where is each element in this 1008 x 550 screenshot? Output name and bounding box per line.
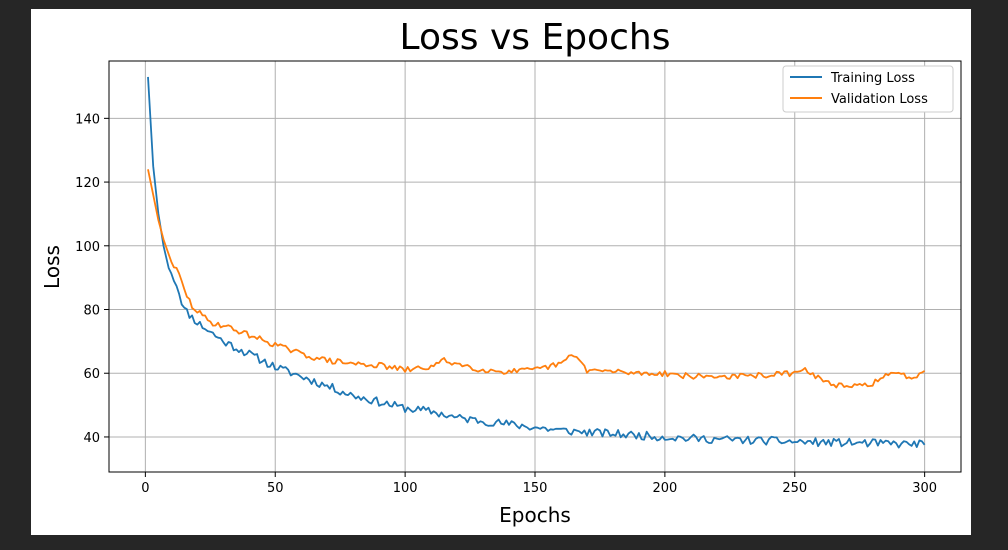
chart-title: Loss vs Epochs: [400, 17, 671, 58]
legend-box: [782, 65, 954, 113]
series-line-training: [147, 76, 926, 449]
legend-label-validation: Validation Loss: [831, 92, 928, 107]
figure: 0 50 100 150 200 250 300 40 60 80 100 120 140 Loss …: [31, 9, 971, 535]
x-axis-ticks: 0 50 100 150 200 250 300: [141, 472, 937, 496]
y-tick-label: 140: [75, 112, 100, 127]
y-tick-label: 40: [83, 431, 100, 446]
y-axis-label: Loss: [40, 245, 64, 289]
legend: Training Loss Validation Loss: [782, 65, 954, 113]
x-tick-label: 0: [141, 481, 149, 496]
x-axis-label: Epochs: [499, 503, 571, 527]
y-tick-label: 80: [83, 304, 100, 319]
x-tick-label: 150: [523, 481, 548, 496]
y-tick-label: 60: [83, 367, 100, 382]
series-line-validation: [147, 169, 926, 389]
series-lines: [147, 76, 926, 449]
x-tick-label: 50: [267, 481, 284, 496]
y-tick-label: 100: [75, 240, 100, 255]
x-tick-label: 250: [782, 481, 807, 496]
grid-lines: [109, 61, 961, 472]
loss-chart: 0 50 100 150 200 250 300 40 60 80 100 120 140 Loss …: [40, 17, 962, 527]
y-axis-ticks: 40 60 80 100 120 140: [75, 112, 109, 446]
legend-label-training: Training Loss: [830, 71, 915, 86]
x-tick-label: 100: [393, 481, 418, 496]
x-tick-label: 200: [652, 481, 677, 496]
y-tick-label: 120: [75, 176, 100, 191]
x-tick-label: 300: [912, 481, 937, 496]
